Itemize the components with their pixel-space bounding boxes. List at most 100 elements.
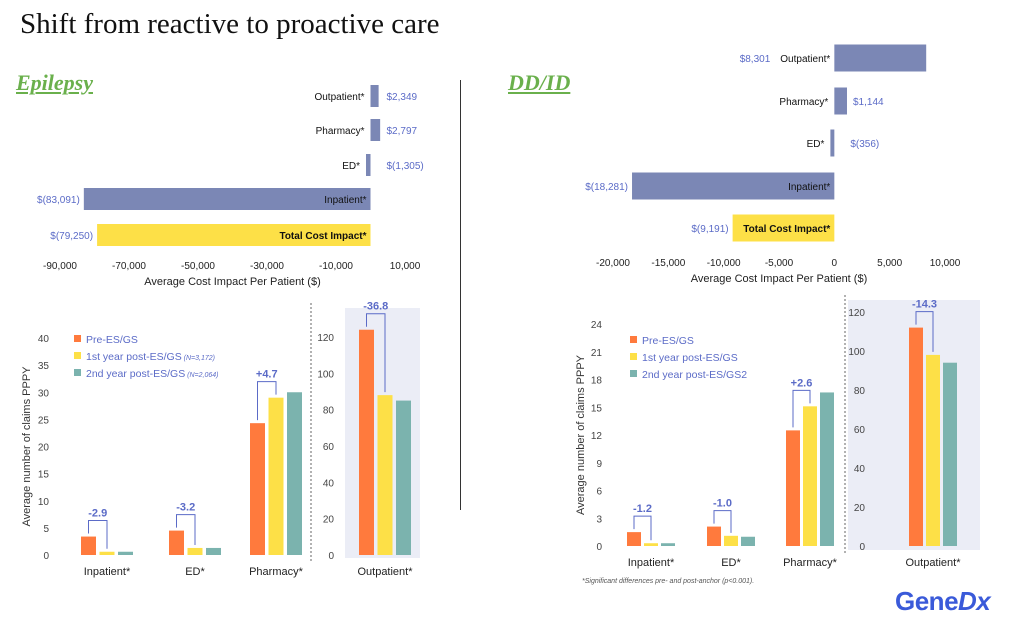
claims-bar (627, 532, 641, 546)
y-tick-label: 12 (591, 431, 603, 442)
section-epilepsy: Epilepsy (16, 70, 93, 95)
cost-bar (834, 87, 847, 115)
category-label: Outpatient* (905, 557, 961, 569)
genedx-logo: GeneDx (895, 586, 991, 616)
claims-bar (206, 547, 221, 555)
category-label: Pharmacy* (783, 557, 838, 569)
category-label: Outpatient* (357, 566, 413, 578)
claims-bar (644, 543, 658, 546)
data-label: $(79,250) (50, 231, 93, 242)
claims-bar (99, 551, 115, 555)
y-tick-label: 15 (591, 403, 603, 414)
x-tick-label: -5,000 (765, 258, 794, 269)
category-label: ED* (185, 566, 205, 578)
y-tick-label: 3 (596, 514, 602, 525)
claims-bar (377, 395, 393, 555)
x-tick-label: 5,000 (877, 258, 902, 269)
claims-bar (909, 327, 923, 546)
y-tick-label: 60 (854, 425, 866, 436)
claims-bar (943, 362, 957, 546)
y-tick-label: 0 (328, 551, 334, 562)
legend-note: (N=2,064) (185, 372, 218, 379)
claims-bar (359, 329, 374, 555)
change-label: +2.6 (791, 377, 813, 389)
legend-swatch (630, 370, 637, 377)
y-tick-label: 20 (323, 515, 335, 526)
data-label: $(9,191) (691, 224, 728, 235)
change-label: -14.3 (912, 299, 937, 311)
y-tick-label: 80 (323, 406, 335, 417)
change-label: -1.0 (713, 498, 732, 510)
x-tick-label: -30,000 (250, 261, 284, 272)
change-bracket (366, 313, 386, 393)
data-label: $1,144 (853, 97, 884, 108)
change-label: +4.7 (256, 369, 278, 381)
x-tick-label: -70,000 (112, 261, 146, 272)
cost-bar (83, 188, 371, 210)
y-tick-label: 0 (43, 551, 49, 562)
x-tick-label: -50,000 (181, 261, 215, 272)
claims-bar (250, 423, 265, 555)
claims-bar (268, 397, 284, 555)
category-label: ED* (807, 139, 825, 150)
category-label: Inpatient* (788, 182, 830, 193)
claims-bar (118, 551, 133, 555)
data-label: $8,301 (740, 54, 771, 65)
change-bracket (257, 381, 277, 421)
category-label: Inpatient* (628, 557, 675, 569)
data-label: $2,349 (387, 92, 418, 103)
claims-bar (661, 543, 675, 546)
cost-bar (370, 85, 379, 107)
y-tick-label: 0 (859, 542, 865, 553)
change-label: -3.2 (176, 502, 195, 514)
legend-label: 2nd year post-ES/GS2 (642, 369, 747, 381)
x-tick-label: 10,000 (390, 261, 421, 272)
y-tick-label: 9 (596, 459, 602, 470)
legend-swatch (74, 369, 81, 376)
cost-bar (632, 172, 835, 200)
y-tick-label: 30 (38, 388, 50, 399)
category-label: Outpatient* (780, 54, 830, 65)
x-tick-label: 0 (832, 258, 838, 269)
y-tick-label: 18 (591, 376, 603, 387)
change-bracket (633, 515, 652, 541)
x-axis-title: Average Cost Impact Per Patient ($) (691, 273, 868, 285)
footnote: *Significant differences pre- and post-a… (582, 578, 755, 585)
y-tick-label: 80 (854, 386, 866, 397)
slide-title: Shift from reactive to proactive care (20, 8, 440, 40)
data-label: $(83,091) (37, 195, 80, 206)
x-tick-label: -90,000 (43, 261, 77, 272)
legend-swatch (630, 336, 637, 343)
category-label: ED* (342, 161, 360, 172)
y-tick-label: 20 (854, 503, 866, 514)
change-label: -36.8 (363, 301, 388, 313)
claims-bar (820, 392, 834, 546)
section-ddid: DD/ID (508, 70, 571, 95)
legend-label: 1st year post-ES/GS (N=3,172) (86, 351, 215, 363)
x-tick-label: -10,000 (707, 258, 741, 269)
y-tick-label: 10 (38, 497, 50, 508)
category-label: Inpatient* (84, 566, 131, 578)
data-label: $(1,305) (387, 161, 424, 172)
y-tick-label: 21 (591, 348, 603, 359)
category-label: Total Cost Impact* (743, 224, 830, 235)
category-label: Pharmacy* (249, 566, 304, 578)
legend-label: 1st year post-ES/GS (642, 352, 738, 364)
category-label: Inpatient* (324, 195, 366, 206)
claims-bar (169, 530, 184, 555)
y-tick-label: 35 (38, 361, 50, 372)
cost-bar (732, 214, 835, 242)
data-label: $2,797 (387, 126, 418, 137)
y-tick-label: 120 (848, 308, 865, 319)
category-label: Pharmacy* (316, 126, 365, 137)
data-label: $(18,281) (585, 182, 628, 193)
y-tick-label: 40 (854, 464, 866, 475)
claims-bar (724, 535, 738, 546)
y-tick-label: 15 (38, 470, 50, 481)
y-tick-label: 0 (596, 542, 602, 553)
claims-bar (926, 354, 940, 546)
change-bracket (915, 311, 934, 352)
cost-bar (834, 44, 927, 72)
